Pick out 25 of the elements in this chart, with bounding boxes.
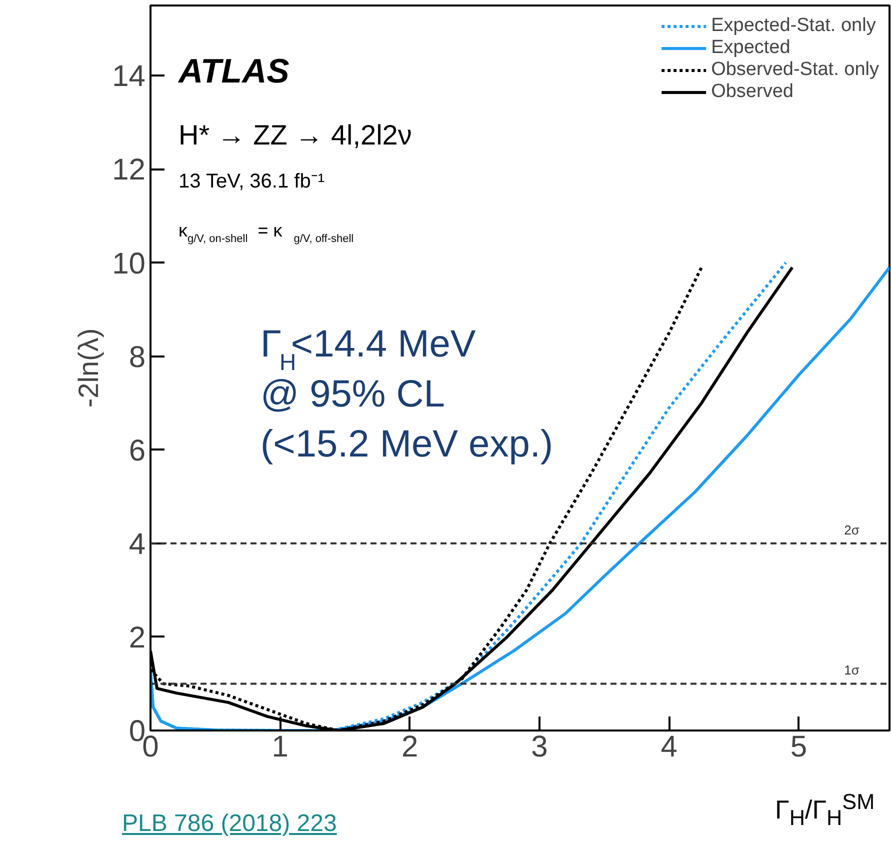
- y-tick-label: 4: [128, 528, 146, 561]
- ref-line-label: 1σ: [844, 662, 860, 678]
- annotation: 13 TeV, 36.1 fb⁻¹: [178, 170, 325, 192]
- annotation: @ 95% CL: [260, 374, 445, 416]
- y-tick-label: 2: [128, 621, 146, 654]
- legend-label: Observed-Stat. only: [711, 59, 879, 81]
- x-tick-label: 4: [660, 730, 678, 764]
- y-axis-title: -2ln(λ): [73, 328, 104, 408]
- annotation: ATLAS: [178, 52, 290, 90]
- y-tick-label: 6: [128, 434, 146, 468]
- y-tick-label: 10: [112, 247, 146, 280]
- text: PLB 786 (2018) 223: [122, 809, 337, 839]
- y-tick-label: 8: [128, 340, 146, 374]
- legend-label: Expected: [711, 37, 790, 59]
- x-tick-label: 5: [790, 730, 808, 764]
- ref-line-label: 2σ: [844, 522, 860, 538]
- legend-label: Expected-Stat. only: [711, 15, 876, 37]
- y-tick-label: 14: [112, 60, 146, 94]
- annotation: (<15.2 MeV exp.): [260, 424, 554, 466]
- legend-label: Observed: [711, 81, 794, 103]
- annotation: H* → ZZ → 4l,2l2ν: [178, 120, 412, 150]
- x-tick-label: 1: [272, 730, 288, 764]
- x-tick-label: 3: [531, 730, 548, 764]
- x-tick-label: 2: [401, 730, 418, 764]
- y-tick-label: 12: [112, 154, 146, 187]
